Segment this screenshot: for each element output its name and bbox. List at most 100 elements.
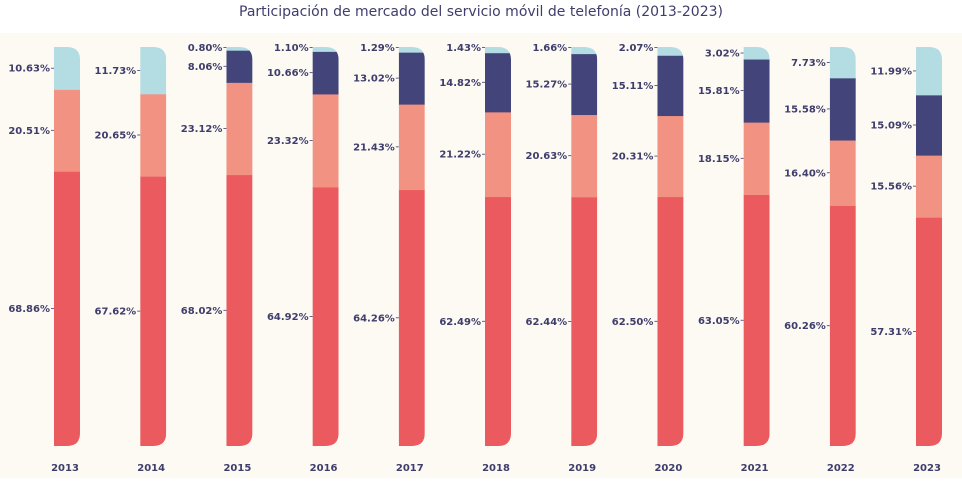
data-label-2014-3: 11.73% [95, 66, 137, 77]
bar-segment-2016-2 [312, 51, 339, 95]
x-tick-label-2016: 2016 [310, 463, 338, 474]
bar-segment-2015-2 [226, 50, 253, 83]
data-label-2019-0: 62.44% [526, 317, 568, 328]
data-label-2020-3: 2.07% [619, 43, 654, 54]
data-label-2017-2: 13.02% [353, 74, 395, 85]
data-label-2017-3: 1.29% [360, 43, 395, 54]
bar-segment-2017-0 [398, 189, 425, 446]
data-label-2022-2: 15.58% [784, 104, 826, 115]
x-tick-label-2014: 2014 [137, 463, 165, 474]
bar-segment-2023-3 [916, 47, 942, 96]
bar-segment-2013-1 [54, 89, 80, 172]
data-label-2016-3: 1.10% [274, 43, 309, 54]
data-label-2014-1: 20.65% [95, 130, 137, 141]
bar-segment-2018-0 [485, 196, 511, 446]
data-label-2015-1: 23.12% [181, 124, 223, 135]
data-label-2013-3: 10.63% [8, 64, 50, 75]
bar-segments-2021 [743, 47, 770, 446]
bar-segment-2016-3 [312, 47, 339, 52]
bar-segments-2018 [485, 47, 511, 446]
x-tick-label-2019: 2019 [568, 463, 596, 474]
data-label-2019-3: 1.66% [532, 43, 567, 54]
bar-segment-2022-0 [829, 205, 856, 446]
data-label-2020-1: 20.31% [612, 152, 654, 163]
bar-segment-2023-0 [916, 217, 942, 446]
data-label-2013-0: 68.86% [8, 304, 50, 315]
bar-segment-2015-0 [226, 174, 253, 446]
bar-segment-2013-3 [54, 47, 80, 90]
data-label-2015-0: 68.02% [181, 306, 223, 317]
data-label-2017-1: 21.43% [353, 142, 395, 153]
x-tick-label-2018: 2018 [482, 463, 510, 474]
bar-segment-2020-2 [657, 55, 684, 117]
bar-segment-2017-3 [398, 47, 425, 53]
bar-segments-2017 [398, 47, 425, 446]
bar-segment-2019-1 [571, 114, 598, 198]
bar-segment-2014-0 [140, 176, 167, 446]
bar-segment-2020-3 [657, 47, 684, 56]
bar-segment-2015-3 [226, 47, 253, 51]
bar-segment-2015-1 [226, 82, 253, 176]
bar-segments-2016 [312, 47, 339, 446]
data-label-2021-2: 15.81% [698, 86, 740, 97]
bar-2015: 68.02% 23.12% 8.06% 0.80% [181, 43, 253, 446]
bar-segment-2023-2 [916, 94, 942, 156]
bar-2022: 60.26% 16.40% 15.58% 7.73% [784, 47, 856, 446]
bar-segments-2019 [571, 47, 598, 446]
chart-title: Participación de mercado del servicio mó… [239, 4, 723, 20]
data-label-2014-0: 67.62% [95, 307, 137, 318]
data-label-2016-1: 23.32% [267, 136, 309, 147]
bar-segment-2017-2 [398, 52, 425, 105]
data-label-2015-3: 0.80% [188, 43, 223, 54]
data-label-2022-3: 7.73% [791, 58, 826, 69]
bar-segment-2017-1 [398, 104, 425, 191]
x-tick-label-2013: 2013 [51, 463, 79, 474]
data-label-2015-2: 8.06% [188, 62, 223, 73]
bar-segments-2013 [54, 47, 80, 446]
bar-2019: 62.44% 20.63% 15.27% 1.66% [526, 43, 598, 446]
data-label-2016-2: 10.66% [267, 68, 309, 79]
x-tick-label-2023: 2023 [913, 463, 941, 474]
data-label-2023-2: 15.09% [870, 120, 912, 131]
bar-2013: 68.86% 20.51% 10.63% [8, 47, 80, 446]
data-label-2013-1: 20.51% [8, 126, 50, 137]
bar-segment-2019-2 [571, 53, 598, 116]
bar-segments-2020 [657, 47, 684, 446]
data-label-2022-0: 60.26% [784, 321, 826, 332]
bar-2023: 57.31% 15.56% 15.09% 11.99% [870, 47, 942, 446]
bar-segment-2021-3 [743, 47, 770, 60]
bar-segment-2022-2 [829, 77, 856, 141]
data-label-2020-2: 15.11% [612, 81, 654, 92]
data-label-2021-3: 3.02% [705, 49, 740, 60]
bar-segments-2014 [140, 47, 167, 446]
bar-2014: 67.62% 20.65% 11.73% [95, 47, 167, 446]
bar-2016: 64.92% 23.32% 10.66% 1.10% [267, 43, 339, 446]
bar-segments-2023 [916, 47, 942, 446]
data-label-2021-0: 63.05% [698, 316, 740, 327]
bar-segment-2016-0 [312, 186, 339, 446]
data-label-2020-0: 62.50% [612, 317, 654, 328]
data-label-2018-3: 1.43% [446, 43, 481, 54]
data-label-2023-0: 57.31% [870, 327, 912, 338]
bar-2020: 62.50% 20.31% 15.11% 2.07% [612, 43, 684, 446]
bar-segment-2018-3 [485, 47, 511, 54]
bar-segments-2015 [226, 47, 253, 446]
bar-segment-2016-1 [312, 93, 339, 188]
bar-segments-2022 [829, 47, 856, 446]
data-label-2017-0: 64.26% [353, 313, 395, 324]
bar-segment-2023-1 [916, 155, 942, 218]
bar-segment-2022-3 [829, 47, 856, 79]
bar-2021: 63.05% 18.15% 15.81% 3.02% [698, 47, 770, 446]
bar-segment-2014-3 [140, 47, 167, 95]
bar-segment-2020-0 [657, 196, 684, 446]
data-label-2023-3: 11.99% [870, 66, 912, 77]
data-label-2018-2: 14.82% [439, 78, 481, 89]
bar-2017: 64.26% 21.43% 13.02% 1.29% [353, 43, 425, 446]
bar-segment-2021-0 [743, 194, 770, 446]
bar-segment-2018-2 [485, 52, 511, 113]
x-tick-label-2020: 2020 [654, 463, 682, 474]
x-tick-label-2015: 2015 [223, 463, 251, 474]
bar-segment-2020-1 [657, 115, 684, 198]
data-label-2023-1: 15.56% [870, 182, 912, 193]
